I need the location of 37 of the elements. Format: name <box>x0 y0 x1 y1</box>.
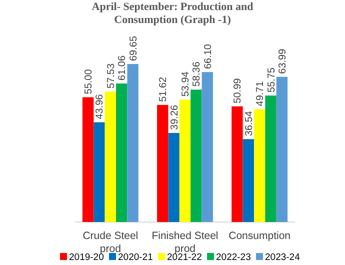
bar <box>202 72 213 222</box>
data-label: 66.10 <box>202 44 214 70</box>
legend-label: 2022-23 <box>216 252 251 263</box>
bar <box>276 76 288 222</box>
data-label: 49.71 <box>255 80 266 106</box>
data-label: 39.26 <box>169 104 180 130</box>
bar <box>168 132 180 222</box>
bar <box>254 109 266 222</box>
bar <box>232 106 243 222</box>
bar <box>94 122 105 222</box>
bar <box>116 83 128 222</box>
data-label: 53.94 <box>180 71 192 97</box>
data-label: 55.00 <box>84 68 95 94</box>
legend-label: 2020-21 <box>118 252 153 263</box>
bar <box>104 91 116 222</box>
chart-title: April- September: Production and Consumption (Graph -1) <box>92 1 254 26</box>
data-label: 61.06 <box>117 55 128 80</box>
data-label: 51.62 <box>158 76 170 102</box>
data-label: 55.75 <box>266 67 278 93</box>
bar <box>265 96 276 222</box>
data-label: 43.96 <box>94 94 106 120</box>
data-label: 69.65 <box>128 36 140 61</box>
bar <box>127 64 138 222</box>
data-label: 50.99 <box>232 78 244 104</box>
bar <box>242 139 254 222</box>
data-label: 57.53 <box>106 63 117 88</box>
data-label: 58.36 <box>192 61 203 87</box>
legend-label: 2023-24 <box>265 252 300 263</box>
bar <box>157 104 168 222</box>
legend-label: 2019-20 <box>69 252 104 263</box>
bar <box>82 97 94 222</box>
data-label: 36.54 <box>244 110 255 136</box>
bar <box>190 90 202 222</box>
bar <box>179 100 191 222</box>
data-label: 63.99 <box>277 48 288 74</box>
x-tick-label: Consumption <box>228 230 291 242</box>
legend-label: 2021-22 <box>167 252 202 263</box>
